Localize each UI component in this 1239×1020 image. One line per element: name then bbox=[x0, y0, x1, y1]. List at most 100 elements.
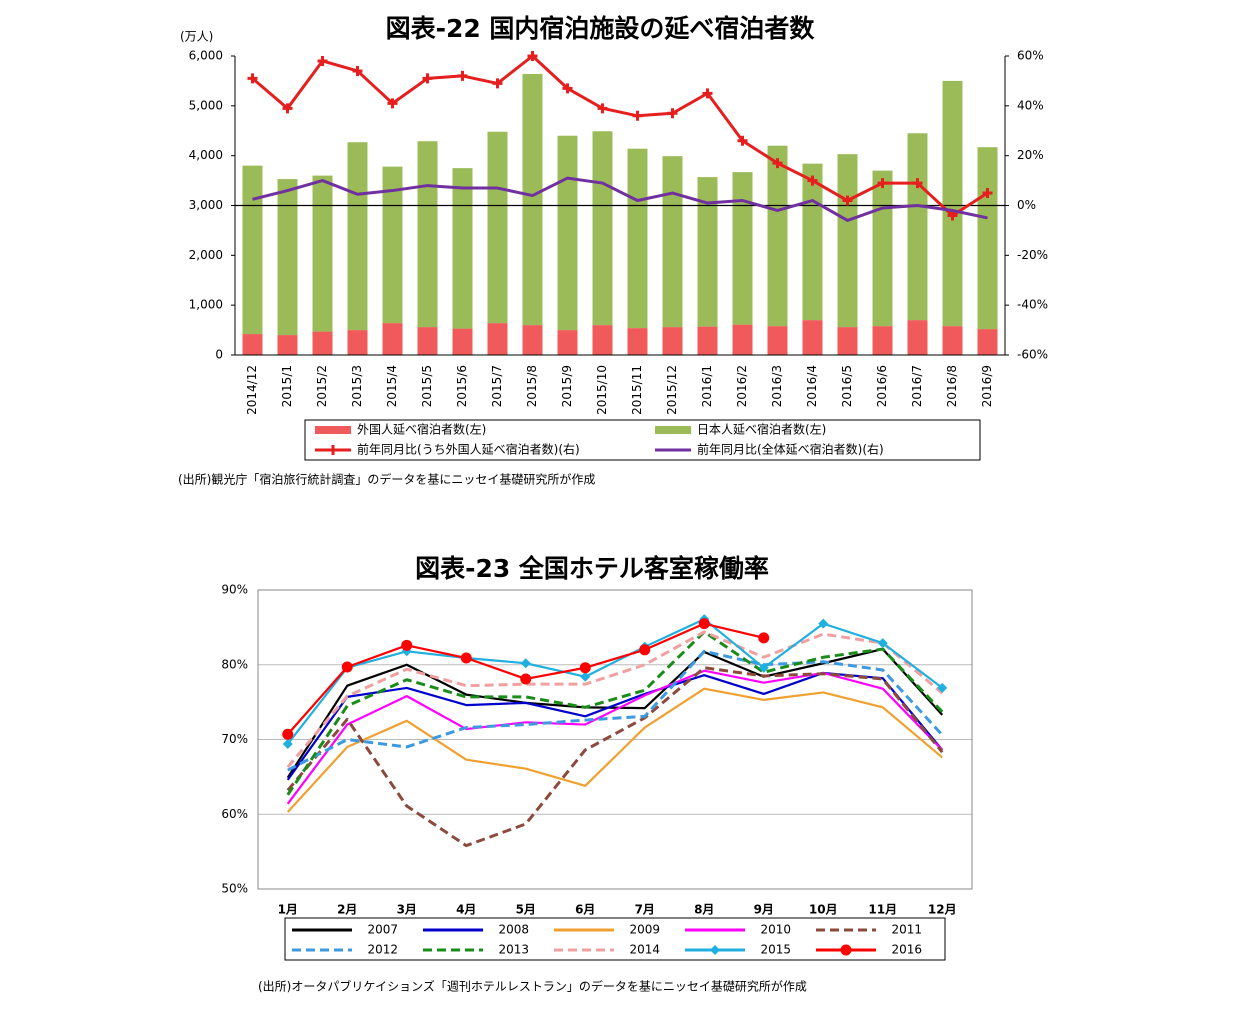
x-tick-label: 8月 bbox=[694, 903, 714, 917]
x-tick-label: 2014/12 bbox=[245, 365, 259, 415]
x-tick-label: 2016/1 bbox=[700, 365, 714, 407]
point-marker bbox=[639, 644, 651, 656]
bar bbox=[557, 135, 578, 331]
bar bbox=[487, 131, 508, 324]
y2-tick-label: 20% bbox=[1017, 148, 1044, 162]
point-marker bbox=[758, 632, 770, 644]
legend-box bbox=[304, 419, 981, 461]
bar bbox=[522, 325, 543, 355]
point-marker bbox=[597, 103, 608, 114]
x-tick-label: 2015/8 bbox=[525, 365, 539, 407]
legend-label: 2007 bbox=[367, 923, 398, 937]
y-tick-label: 70% bbox=[221, 732, 248, 746]
bar bbox=[592, 325, 613, 355]
y-tick-label: 4,000 bbox=[189, 148, 223, 162]
x-tick-label: 10月 bbox=[809, 903, 838, 917]
legend-label: 2009 bbox=[629, 923, 660, 937]
point-marker bbox=[387, 98, 398, 109]
legend-label: 外国人延べ宿泊者数(左) bbox=[357, 422, 486, 437]
y-tick-label: 6,000 bbox=[189, 49, 223, 63]
bar bbox=[242, 165, 263, 335]
point-marker bbox=[527, 51, 538, 61]
point-marker bbox=[341, 661, 353, 673]
legend-label: 前年同月比(全体延べ宿泊者数)(右) bbox=[697, 442, 884, 457]
bar bbox=[977, 147, 998, 330]
legend-label: 2012 bbox=[367, 943, 398, 957]
x-tick-label: 6月 bbox=[575, 903, 595, 917]
bar bbox=[732, 324, 753, 355]
bar bbox=[907, 133, 928, 321]
point-marker bbox=[842, 195, 853, 206]
bar bbox=[312, 331, 333, 355]
bar bbox=[417, 141, 438, 328]
x-tick-label: 3月 bbox=[397, 903, 417, 917]
point-marker bbox=[520, 658, 531, 669]
point-marker bbox=[352, 65, 363, 76]
y2-tick-label: -20% bbox=[1017, 248, 1048, 262]
point-marker bbox=[562, 83, 573, 94]
series-line bbox=[286, 630, 944, 796]
x-tick-label: 2015/12 bbox=[665, 365, 679, 415]
y2-tick-label: -60% bbox=[1017, 348, 1048, 362]
x-tick-label: 2016/6 bbox=[875, 365, 889, 407]
x-tick-label: 2015/11 bbox=[630, 365, 644, 415]
x-tick-label: 2016/4 bbox=[805, 365, 819, 407]
point-marker bbox=[492, 78, 503, 89]
unit-label: (万人) bbox=[180, 30, 213, 44]
y2-tick-label: -40% bbox=[1017, 298, 1048, 312]
y2-tick-label: 40% bbox=[1017, 98, 1044, 112]
x-tick-label: 2015/5 bbox=[420, 365, 434, 407]
legend-swatch bbox=[655, 426, 691, 434]
point-marker bbox=[520, 673, 532, 685]
x-tick-label: 2016/9 bbox=[980, 365, 994, 407]
bar bbox=[942, 326, 963, 355]
y-tick-label: 5,000 bbox=[189, 98, 223, 112]
chart-title: 図表-23 全国ホテル客室稼働率 bbox=[415, 554, 769, 583]
series-line bbox=[286, 630, 944, 769]
point-marker bbox=[912, 178, 923, 189]
point-marker bbox=[317, 55, 328, 66]
legend-label: 日本人延べ宿泊者数(左) bbox=[697, 422, 826, 437]
bar bbox=[277, 179, 298, 336]
legend-label: 2013 bbox=[498, 943, 529, 957]
y-tick-label: 60% bbox=[221, 807, 248, 821]
point-marker bbox=[737, 135, 748, 146]
bar bbox=[697, 177, 718, 327]
y-tick-label: 0 bbox=[215, 348, 223, 362]
series-line bbox=[251, 54, 989, 217]
bar bbox=[907, 320, 928, 355]
series-line bbox=[286, 671, 944, 781]
bar bbox=[242, 334, 263, 355]
bar bbox=[872, 170, 893, 327]
point-marker bbox=[401, 639, 413, 651]
x-tick-label: 2015/10 bbox=[595, 365, 609, 415]
bar bbox=[802, 163, 823, 321]
legend-box bbox=[284, 917, 946, 961]
point-marker bbox=[877, 638, 888, 649]
x-tick-label: 4月 bbox=[456, 903, 476, 917]
bar bbox=[452, 328, 473, 355]
series-line bbox=[286, 666, 944, 848]
point-marker bbox=[807, 175, 818, 186]
legend-marker bbox=[710, 945, 720, 955]
legend-label: 2015 bbox=[760, 943, 791, 957]
bar bbox=[977, 329, 998, 355]
bar bbox=[837, 154, 858, 328]
point-marker bbox=[818, 618, 829, 629]
chart-title: 図表-22 国内宿泊施設の延べ宿泊者数 bbox=[386, 14, 816, 43]
x-tick-label: 9月 bbox=[754, 903, 774, 917]
point-marker bbox=[457, 70, 468, 81]
point-marker bbox=[282, 728, 294, 740]
x-tick-label: 2015/2 bbox=[315, 365, 329, 407]
legend-marker bbox=[328, 445, 338, 455]
series-line bbox=[252, 176, 988, 222]
bar bbox=[382, 323, 403, 355]
bar bbox=[662, 327, 683, 355]
point-marker bbox=[758, 662, 769, 673]
x-tick-label: 2015/1 bbox=[280, 365, 294, 407]
legend-label: 2010 bbox=[760, 923, 791, 937]
point-marker bbox=[947, 210, 958, 221]
y-tick-label: 1,000 bbox=[189, 298, 223, 312]
y2-tick-label: 60% bbox=[1017, 49, 1044, 63]
